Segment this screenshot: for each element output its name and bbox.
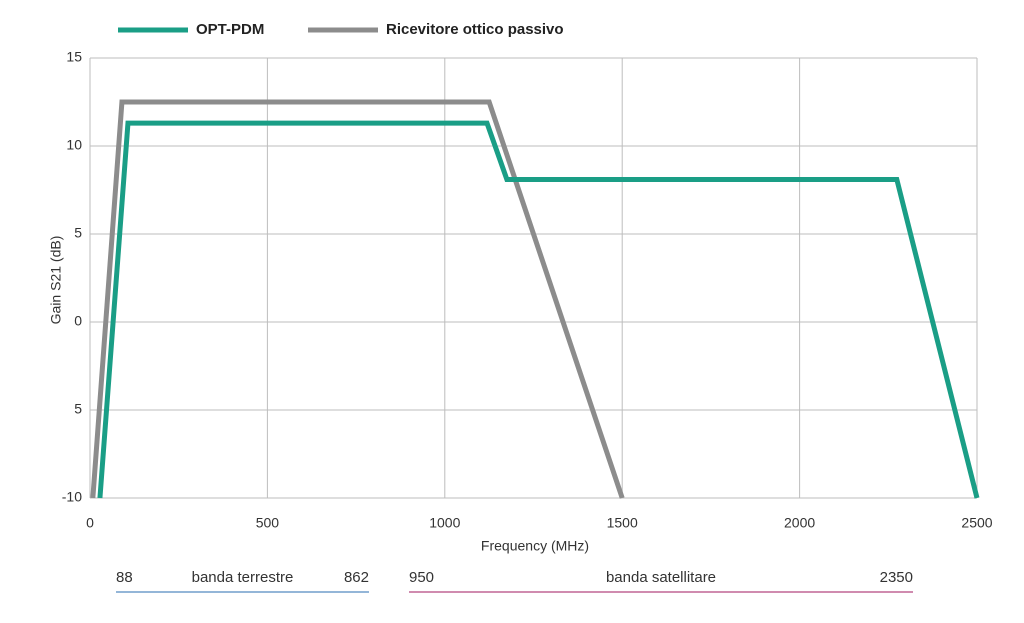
line-series xyxy=(97,120,980,499)
x-tick-label: 2000 xyxy=(784,515,815,531)
y-tick-label: -10 xyxy=(62,489,82,505)
x-tick-label: 1000 xyxy=(429,515,460,531)
y-tick-label: 5 xyxy=(74,401,82,417)
band-label: banda satellitare xyxy=(606,569,716,586)
x-tick-label: 0 xyxy=(86,515,94,531)
band-start: 950 xyxy=(409,569,434,586)
band-end: 2350 xyxy=(880,569,913,586)
x-tick-label: 1500 xyxy=(607,515,638,531)
legend-label: OPT-PDM xyxy=(196,21,264,38)
line-series xyxy=(90,99,625,499)
y-tick-label: 0 xyxy=(74,313,82,329)
y-tick-label: 15 xyxy=(66,49,82,65)
legend-label: Ricevitore ottico passivo xyxy=(386,21,564,38)
y-tick-label: 10 xyxy=(66,137,82,153)
x-tick-label: 2500 xyxy=(961,515,992,531)
band-label: banda terrestre xyxy=(192,569,294,586)
band-start: 88 xyxy=(116,569,133,586)
band-end: 862 xyxy=(344,569,369,586)
x-axis-label: Frequency (MHz) xyxy=(481,538,589,554)
y-tick-label: 5 xyxy=(74,225,82,241)
x-tick-label: 500 xyxy=(256,515,280,531)
y-axis-label: Gain S21 (dB) xyxy=(48,236,64,325)
